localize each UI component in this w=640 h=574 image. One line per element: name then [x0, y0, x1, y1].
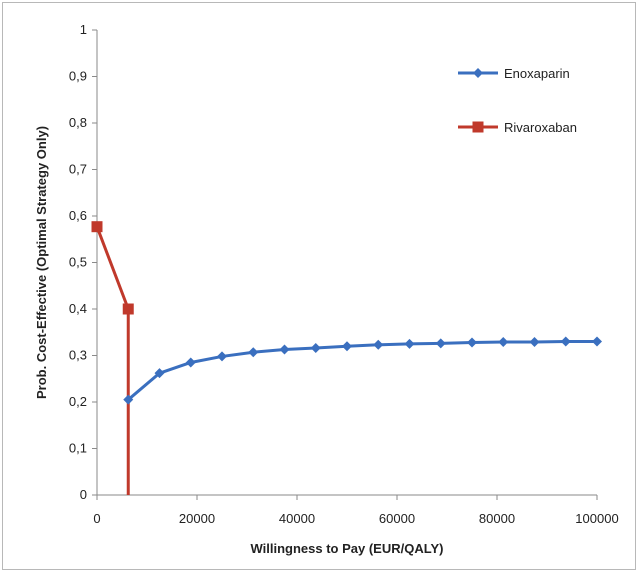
data-point	[467, 337, 477, 348]
data-point	[592, 336, 602, 347]
data-point	[91, 221, 103, 233]
x-tick-label: 20000	[179, 511, 215, 526]
y-tick-label: 0,7	[69, 162, 87, 177]
y-tick-label: 0,3	[69, 348, 87, 363]
y-tick-label: 1	[80, 22, 87, 37]
legend-marker	[473, 68, 483, 78]
legend-item-rivaroxaban: Rivaroxaban	[458, 120, 577, 135]
data-point	[248, 347, 259, 358]
x-tick-label: 100000	[575, 511, 618, 526]
series-line	[127, 340, 597, 401]
legend-label: Enoxaparin	[504, 66, 570, 81]
axes	[96, 30, 597, 496]
legend-marker	[472, 121, 484, 133]
series-rivaroxaban	[91, 221, 134, 495]
data-point	[529, 337, 540, 348]
legend: Enoxaparin Rivaroxaban	[458, 66, 577, 135]
x-tick-label: 80000	[479, 511, 515, 526]
data-point	[498, 337, 509, 348]
y-tick-label: 0,5	[69, 255, 87, 270]
data-point	[310, 343, 321, 354]
data-point	[154, 368, 165, 379]
data-point	[404, 338, 415, 349]
x-tick-label: 0	[93, 511, 100, 526]
data-point	[217, 351, 227, 362]
x-axis-ticks: 0 20000 40000 60000 80000 100000	[93, 495, 619, 526]
data-point	[123, 394, 134, 405]
data-point	[435, 338, 446, 349]
data-point	[185, 357, 196, 368]
data-point	[560, 336, 571, 347]
y-tick-label: 0,1	[69, 441, 87, 456]
series-enoxaparin	[123, 336, 602, 405]
data-point	[373, 339, 384, 350]
x-tick-label: 60000	[379, 511, 415, 526]
legend-item-enoxaparin: Enoxaparin	[458, 66, 570, 81]
y-tick-label: 0,4	[69, 301, 87, 316]
y-axis-ticks: 0 0,1 0,2 0,3 0,4 0,5 0,6 0,7 0,8 0,9 1	[69, 22, 97, 502]
x-tick-label: 40000	[279, 511, 315, 526]
series-layer	[91, 221, 602, 495]
legend-label: Rivaroxaban	[504, 120, 577, 135]
y-tick-label: 0	[80, 487, 87, 502]
y-tick-label: 0,9	[69, 69, 87, 84]
data-point	[122, 303, 134, 315]
y-axis-title: Prob. Cost-Effective (Optimal Strategy O…	[34, 126, 49, 399]
y-tick-label: 0,6	[69, 208, 87, 223]
data-point	[342, 341, 352, 352]
data-point	[279, 344, 290, 355]
y-tick-label: 0,8	[69, 115, 87, 130]
x-axis-title: Willingness to Pay (EUR/QALY)	[251, 541, 444, 556]
series-line	[95, 226, 130, 495]
y-tick-label: 0,2	[69, 394, 87, 409]
